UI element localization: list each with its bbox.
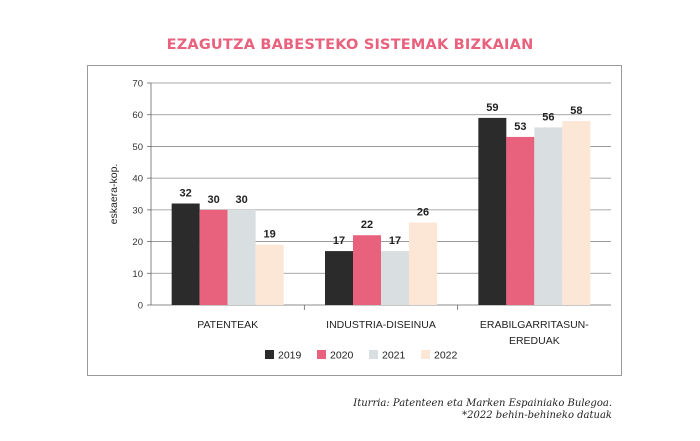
- bar-2019: [171, 203, 200, 305]
- legend-swatch-2019: [265, 350, 274, 359]
- bar-2020: [199, 209, 228, 305]
- legend-label: 2019: [278, 350, 302, 362]
- y-tick-label: 40: [132, 174, 143, 185]
- source-line: Iturria: Patenteen eta Marken Espainiako…: [353, 398, 612, 409]
- legend-swatch-2022: [421, 350, 430, 359]
- bar-2019: [325, 251, 353, 305]
- legend-label: 2020: [330, 350, 354, 362]
- bar-2019: [478, 117, 507, 305]
- y-tick-label: 60: [132, 110, 143, 121]
- y-tick-label: 70: [132, 79, 143, 90]
- y-tick-label: 30: [132, 205, 143, 216]
- chart-title: EZAGUTZA BABESTEKO SISTEMAK BIZKAIAN: [166, 37, 534, 53]
- data-label: 56: [542, 111, 554, 123]
- data-label: 30: [208, 194, 220, 206]
- data-label: 59: [486, 102, 498, 114]
- bar-2022: [409, 222, 437, 305]
- data-label: 32: [180, 188, 192, 200]
- x-tick-label: ERABILGARRITASUN-: [480, 319, 589, 331]
- y-tick-label: 20: [132, 237, 143, 248]
- x-tick-label: EREDUAK: [509, 335, 560, 347]
- bar-2021: [227, 209, 256, 305]
- bar-2021: [381, 251, 409, 305]
- legend-label: 2022: [434, 350, 458, 362]
- bar-2022: [562, 121, 591, 305]
- data-label: 26: [417, 207, 429, 219]
- legend-swatch-2021: [369, 350, 378, 359]
- bar-2022: [255, 244, 284, 305]
- x-tick-label: INDUSTRIA-DISEINUA: [326, 319, 436, 331]
- x-tick-label: PATENTEAK: [197, 319, 258, 331]
- data-label: 58: [570, 105, 582, 117]
- data-label: 22: [361, 219, 373, 231]
- data-label: 30: [236, 194, 248, 206]
- y-tick-label: 10: [132, 269, 143, 280]
- y-axis-label: eskaera-kop.: [108, 164, 120, 225]
- data-label: 53: [514, 121, 526, 133]
- legend-swatch-2020: [317, 350, 326, 359]
- legend-label: 2021: [382, 350, 406, 362]
- data-label: 19: [264, 229, 276, 241]
- bar-2020: [506, 136, 535, 305]
- bar-2020: [353, 235, 381, 305]
- data-label: 17: [389, 235, 401, 247]
- data-label: 17: [333, 235, 345, 247]
- bar-2021: [534, 127, 563, 306]
- chart-frame: [87, 65, 622, 376]
- y-tick-label: 0: [138, 301, 143, 312]
- y-tick-label: 50: [132, 142, 143, 153]
- source-note: Iturria: Patenteen eta Marken Espainiako…: [353, 398, 612, 422]
- provisional-note: *2022 behin-behineko datuak: [462, 410, 612, 421]
